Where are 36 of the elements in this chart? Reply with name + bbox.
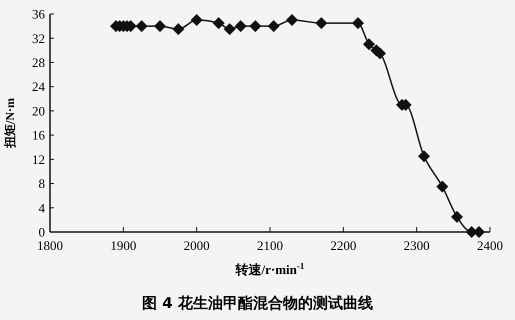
y-tick-label: 0 [38,224,45,240]
point [249,20,262,32]
x-tick-label: 2100 [257,238,283,253]
point [212,17,225,30]
point [268,20,280,32]
y-tick-label: 32 [32,30,45,46]
text: 图 4 花生油甲酯混合物的测试曲线 [142,294,373,312]
x-tick-label: 2300 [404,238,430,253]
y-tick-label: 20 [32,103,45,118]
point [190,14,203,26]
point [154,20,166,32]
y-tick-label: 12 [32,152,45,167]
point [352,17,364,30]
y-tick-label: 36 [32,6,46,22]
x-tick-label: 1800 [37,238,63,253]
point [436,180,448,193]
y-tick-label: 16 [32,128,46,143]
point [224,23,236,36]
point [136,20,148,32]
x-tick-label: 2400 [477,238,503,253]
point [234,20,247,32]
y-axis-title: 扭矩/N·m [3,98,17,149]
point [451,210,463,223]
point [315,17,328,30]
x-tick-label: 2000 [184,238,210,253]
point [172,23,184,36]
y-tick-label: 24 [32,79,46,94]
x-axis-title: 转速/r·min$^{-1}$ [234,261,305,277]
x-tick-label: 1900 [110,238,136,253]
point [363,38,375,50]
y-tick-label: 28 [32,54,45,70]
y-tick-label: 4 [38,200,46,216]
y-tick-label: 8 [38,176,45,192]
x-tick-label: 2200 [330,238,356,253]
point [418,150,430,162]
point [286,14,298,26]
